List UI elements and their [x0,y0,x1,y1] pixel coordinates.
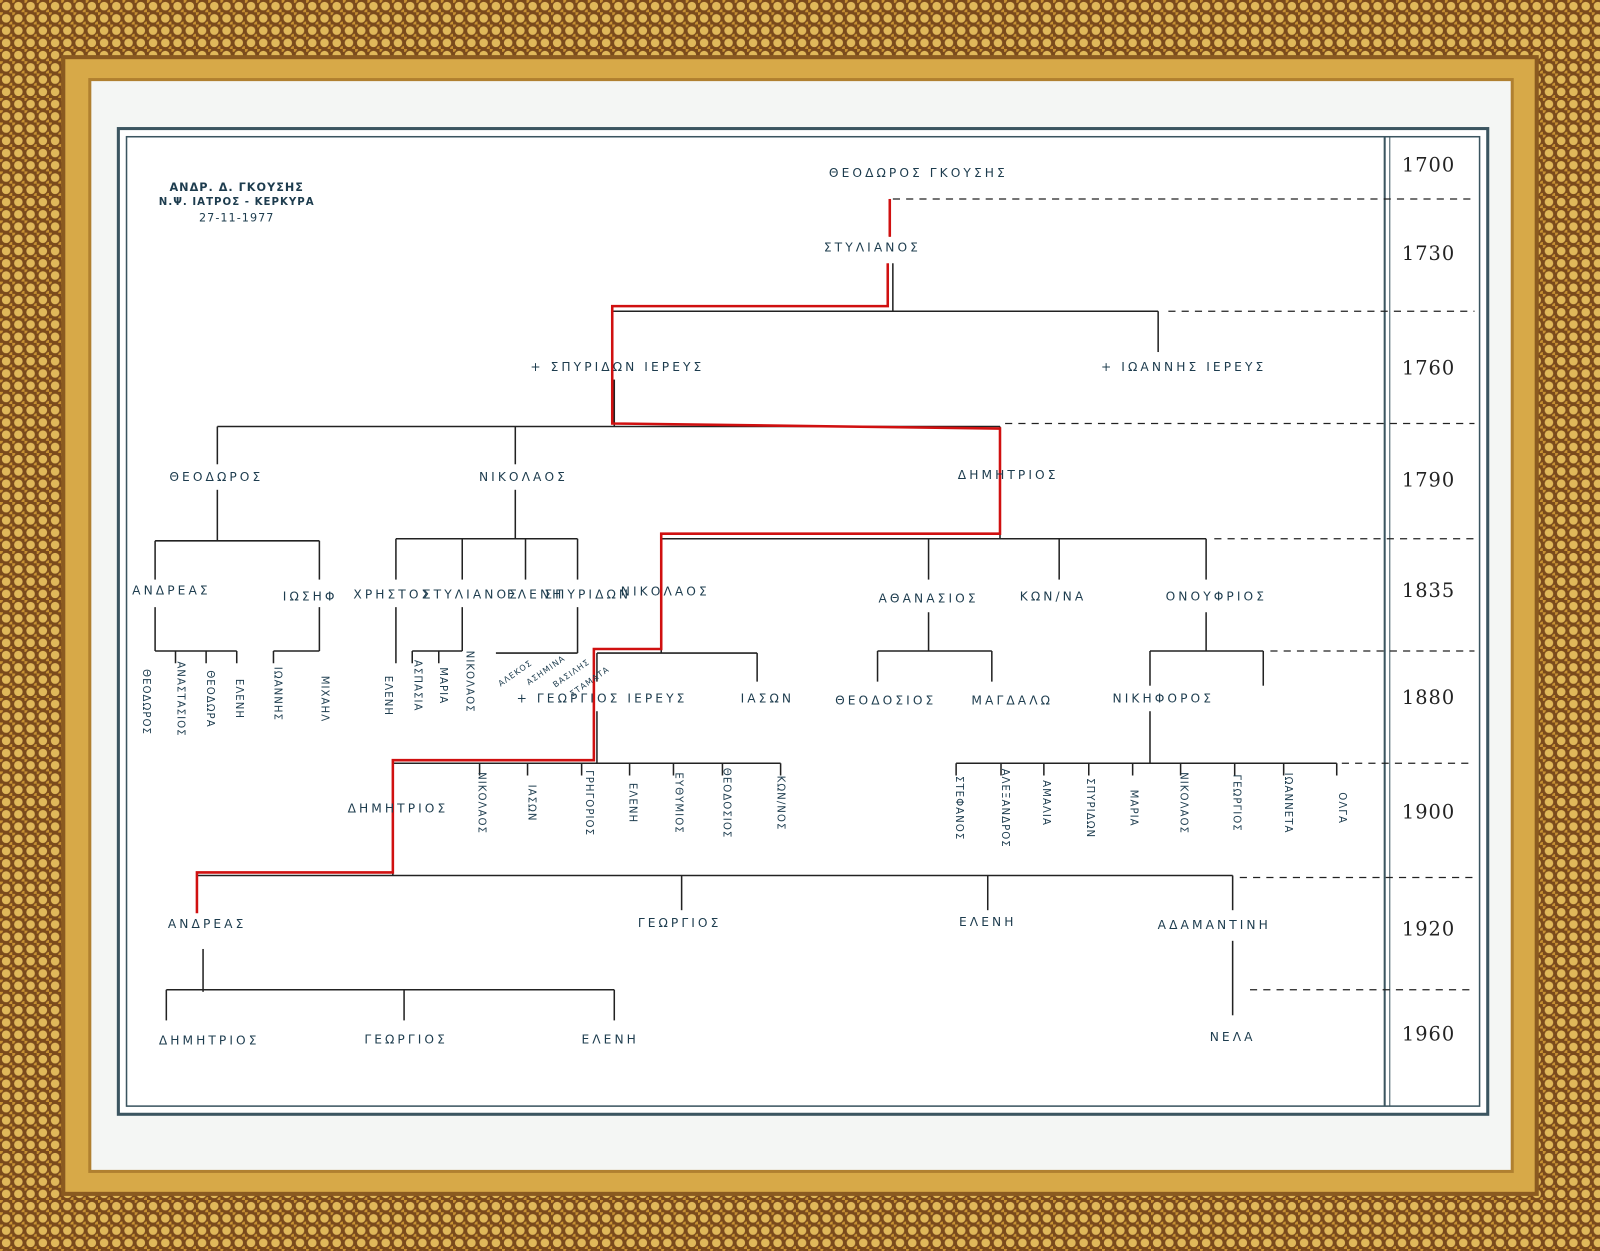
person-name: ΝΙΚΟΛΑΟΣ [479,470,568,484]
person-name: ΜΙΧΑΗΛ [318,676,329,722]
person-name: ΘΕΟΔΟΣΙΟΣ [835,694,936,708]
sheet-border [116,127,1490,1116]
person-name: ΙΑΣΩΝ [526,785,537,822]
person-name: ΝΙΚΟΛΑΟΣ [621,584,710,598]
person-name: ΝΕΛΑ [1210,1030,1256,1044]
author: ΑΝΔΡ. Δ. ΓΚΟΥΣΗΣ [169,181,304,194]
person-name: ΑΔΑΜΑΝΤΙΝΗ [1158,918,1271,932]
person-name: ΓΕΩΡΓΙΟΣ [638,916,722,930]
person-name: ΕΛΕΝΗ [581,1032,639,1046]
person-name: ΙΩΑΝΝΕΤΑ [1282,773,1293,834]
author-role: Ν.Ψ. ΙΑΤΡΟΣ - ΚΕΡΚΥΡΑ [159,197,315,208]
person-name: ΕΥΘΥΜΙΟΣ [673,772,684,833]
person-name: ΜΑΡΙΑ [437,667,448,704]
person-name: ΙΑΣΩΝ [741,691,795,705]
person-name: ΝΙΚΗΦΟΡΟΣ [1112,691,1214,705]
person-name: ΝΙΚΟΛΑΟΣ [476,772,487,834]
year-label: 1730 [1402,242,1455,265]
labels: 1700 1730 1760 1790 1835 1880 1900 1920 1960 ΘΕΟΔ… [132,153,1455,1047]
person-name: ΚΩΝ/ΝΑ [1020,589,1087,603]
person-name: ΑΘΑΝΑΣΙΟΣ [878,591,978,605]
person-name: ΝΙΚΟΛΑΟΣ [1178,772,1189,834]
person-name: ΣΠΥΡΙΔΩΝ [544,587,631,601]
person-name: + ΙΩΑΝΝΗΣ ΙΕΡΕΥΣ [1101,360,1266,374]
person-name: ΑΜΑΛΙΑ [1040,780,1051,826]
person-name: ΑΝΑΣΤΑΣΙΟΣ [175,661,186,736]
person-name: ΓΡΗΓΟΡΙΟΣ [583,770,594,836]
person-name: ΑΝΔΡΕΑΣ [168,917,247,931]
person-name: ΣΤΥΛΙΑΝΟΣ [423,587,520,601]
person-name: ΑΣΠΑΣΙΑ [411,660,422,712]
person-name: ΣΤΥΛΙΑΝΟΣ [824,240,921,254]
person-name: ΜΑΡΙΑ [1128,790,1139,827]
person-name: ΜΑΓΔΑΛΩ [971,694,1053,708]
year-label: 1960 [1402,1023,1455,1046]
person-name: ΣΠΥΡΙΔΩΝ [1084,778,1095,838]
person-name: ΝΙΚΟΛΑΟΣ [463,651,474,713]
year-separators [892,198,1475,991]
person-name: ΓΕΩΡΓΙΟΣ [1231,774,1242,831]
person-name: ΟΛΓΑ [1336,792,1347,824]
person-name: ΓΕΩΡΓΙΟΣ [364,1032,448,1046]
person-name: ΧΡΗΣΤΟΣ [353,587,432,601]
year-label: 1880 [1402,686,1455,709]
person-name: ΟΝΟΥΦΡΙΟΣ [1166,589,1267,603]
date: 27-11-1977 [199,211,274,224]
person-name: + ΣΠΥΡΙΔΩΝ ΙΕΡΕΥΣ [530,360,704,374]
person-name: ΘΕΟΔΩΡΟΣ [140,669,151,735]
lineage-line [195,263,1002,914]
year-label: 1900 [1402,800,1455,823]
person-name: ΘΕΟΔΟΣΙΟΣ [721,768,732,839]
person-name: ΔΗΜΗΤΡΙΟΣ [958,468,1059,482]
year-label: 1920 [1402,918,1455,941]
person-name: ΘΕΟΔΩΡΑ [204,670,215,727]
person-name: ΙΩΑΝΝΗΣ [272,667,283,721]
year-label: 1790 [1402,469,1455,492]
year-label: 1700 [1402,153,1455,176]
person-name: ΕΛΕΝΗ [627,783,638,823]
person-name: ΕΛΕΝΗ [233,679,244,719]
sheet-inner-border [125,135,1481,1107]
person-name: ΕΛΕΝΗ [507,587,565,601]
person-name: ΑΛΕΞΑΝΔΡΟΣ [999,769,1010,848]
person-name: ΔΗΜΗΤΡΙΟΣ [348,802,449,816]
year-label: 1835 [1402,579,1455,602]
person-name: ΙΩΣΗΦ [283,589,338,603]
person-name: ΘΕΟΔΩΡΟΣ ΓΚΟΥΣΗΣ [829,166,1008,180]
person-name: ΔΗΜΗΤΡΙΟΣ [159,1033,260,1047]
person-name: ΘΕΟΔΩΡΟΣ [169,470,263,484]
person-name: ΑΝΔΡΕΑΣ [132,583,211,597]
person-name: + ΓΕΩΡΓΙΟΣ ΙΕΡΕΥΣ [517,691,688,705]
person-name: ΕΛΕΝΗ [959,915,1017,929]
year-label: 1760 [1402,356,1455,379]
person-name: ΣΤΕΦΑΝΟΣ [953,776,964,840]
person-name: ΕΛΕΝΗ [382,676,393,716]
person-name: ΚΩΝ/ΝΟΣ [775,776,786,831]
